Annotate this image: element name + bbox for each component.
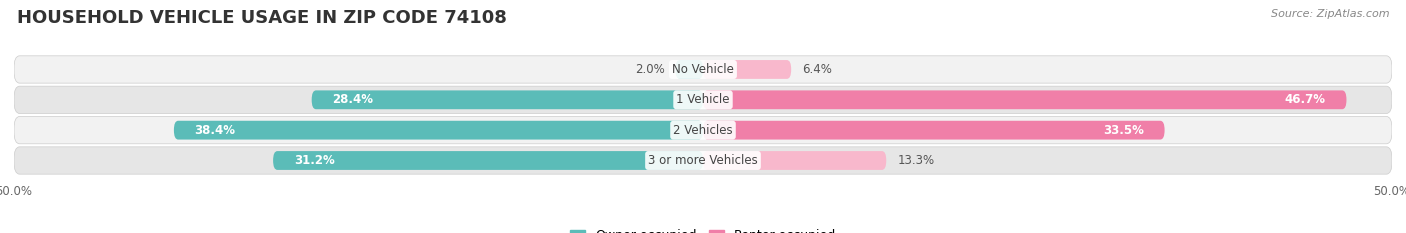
Text: 31.2%: 31.2% <box>294 154 335 167</box>
Text: Source: ZipAtlas.com: Source: ZipAtlas.com <box>1271 9 1389 19</box>
FancyBboxPatch shape <box>174 121 703 140</box>
Text: HOUSEHOLD VEHICLE USAGE IN ZIP CODE 74108: HOUSEHOLD VEHICLE USAGE IN ZIP CODE 7410… <box>17 9 506 27</box>
FancyBboxPatch shape <box>14 147 1392 174</box>
Text: 38.4%: 38.4% <box>194 124 236 137</box>
FancyBboxPatch shape <box>675 60 703 79</box>
Text: 6.4%: 6.4% <box>803 63 832 76</box>
FancyBboxPatch shape <box>14 116 1392 144</box>
FancyBboxPatch shape <box>703 90 1347 109</box>
Text: No Vehicle: No Vehicle <box>672 63 734 76</box>
Text: 46.7%: 46.7% <box>1285 93 1326 106</box>
Text: 1 Vehicle: 1 Vehicle <box>676 93 730 106</box>
FancyBboxPatch shape <box>703 60 792 79</box>
Text: 2 Vehicles: 2 Vehicles <box>673 124 733 137</box>
Text: 2.0%: 2.0% <box>634 63 665 76</box>
Text: 3 or more Vehicles: 3 or more Vehicles <box>648 154 758 167</box>
FancyBboxPatch shape <box>703 151 886 170</box>
Text: 33.5%: 33.5% <box>1104 124 1144 137</box>
Text: 13.3%: 13.3% <box>897 154 935 167</box>
FancyBboxPatch shape <box>273 151 703 170</box>
FancyBboxPatch shape <box>312 90 703 109</box>
FancyBboxPatch shape <box>14 86 1392 113</box>
Legend: Owner-occupied, Renter-occupied: Owner-occupied, Renter-occupied <box>565 224 841 233</box>
Text: 28.4%: 28.4% <box>332 93 374 106</box>
FancyBboxPatch shape <box>703 121 1164 140</box>
FancyBboxPatch shape <box>14 56 1392 83</box>
